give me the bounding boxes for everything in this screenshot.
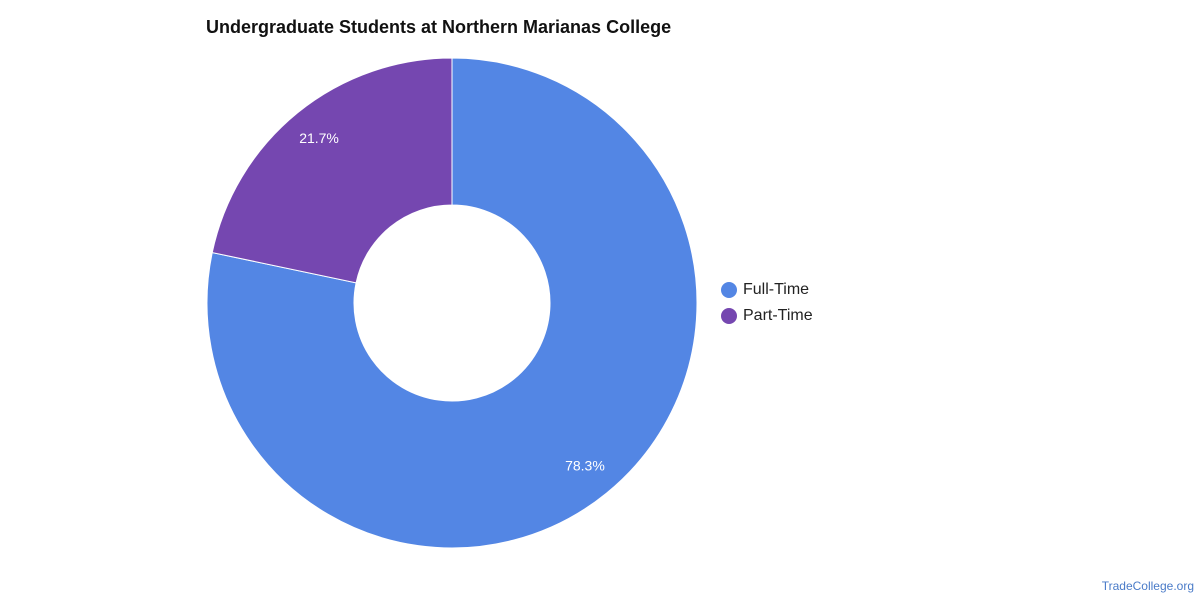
chart-title: Undergraduate Students at Northern Maria… bbox=[206, 17, 671, 37]
donut-slice bbox=[206, 57, 698, 549]
legend-label: Part-Time bbox=[743, 307, 813, 324]
donut-slice bbox=[211, 57, 453, 284]
watermark: TradeCollege.org bbox=[1102, 579, 1194, 593]
data-label: 21.7% bbox=[299, 130, 339, 146]
data-label: 78.3% bbox=[565, 458, 605, 474]
legend-marker bbox=[721, 282, 737, 298]
legend-marker bbox=[721, 308, 737, 324]
legend-label: Full-Time bbox=[743, 281, 809, 298]
